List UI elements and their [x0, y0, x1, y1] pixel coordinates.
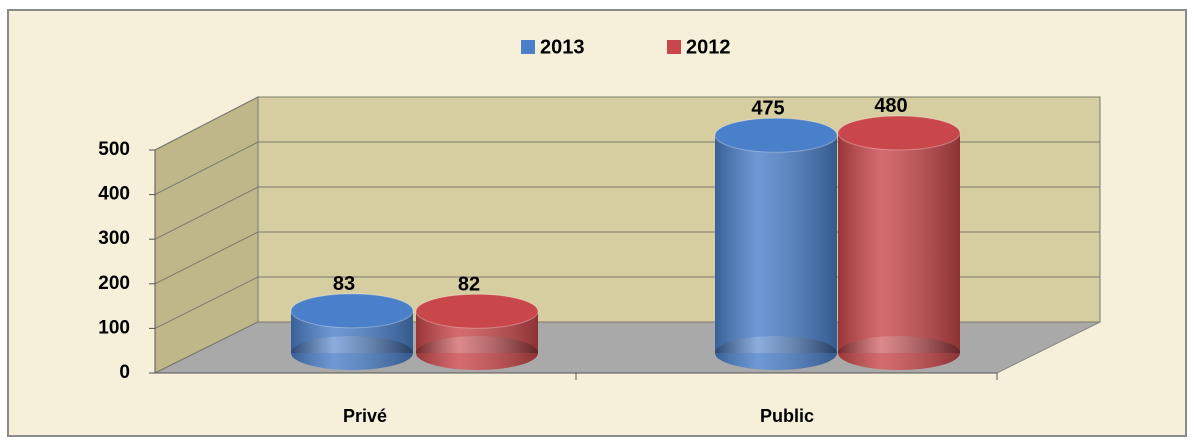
- bar: [290, 293, 414, 370]
- data-label: 475: [751, 97, 784, 119]
- grid-line: [154, 321, 259, 374]
- x-tick-label: Privé: [343, 406, 387, 426]
- data-label: 83: [333, 273, 355, 295]
- legend-label: 2013: [540, 36, 585, 58]
- data-label: 82: [458, 274, 480, 296]
- bar: [415, 293, 539, 370]
- bar-top: [415, 293, 539, 329]
- marks: 83 475 82 480: [290, 95, 961, 370]
- y-tick-label: 300: [98, 228, 130, 249]
- bar-shade: [715, 135, 837, 353]
- grid-line: [154, 276, 259, 329]
- grid-line: [154, 96, 259, 151]
- bar-base-shade: [291, 336, 413, 370]
- bar-base-shade: [416, 336, 538, 370]
- grid-line: [154, 141, 259, 196]
- bar: [837, 115, 961, 370]
- data-label: 480: [874, 95, 907, 117]
- bar: [714, 117, 838, 370]
- bar-top: [290, 293, 414, 329]
- bar-top: [837, 115, 961, 151]
- y-tick-label: 500: [98, 139, 130, 160]
- bar-base-shade: [838, 336, 960, 370]
- bar-base-shade: [715, 336, 837, 370]
- y-tick-label: 200: [98, 273, 130, 294]
- back-wall: [257, 96, 1101, 323]
- x-tick-label: Public: [760, 406, 814, 426]
- bar-top: [714, 117, 838, 153]
- y-tick-label: 0: [119, 362, 130, 383]
- legend-label: 2012: [686, 36, 731, 58]
- y-tick-label: 400: [98, 184, 130, 205]
- bar-shade: [838, 132, 960, 353]
- y-tick-label: 100: [98, 317, 130, 338]
- legend-swatch: [667, 40, 681, 54]
- grid-line: [154, 231, 259, 285]
- legend-swatch: [521, 40, 535, 54]
- grid-line: [154, 186, 259, 240]
